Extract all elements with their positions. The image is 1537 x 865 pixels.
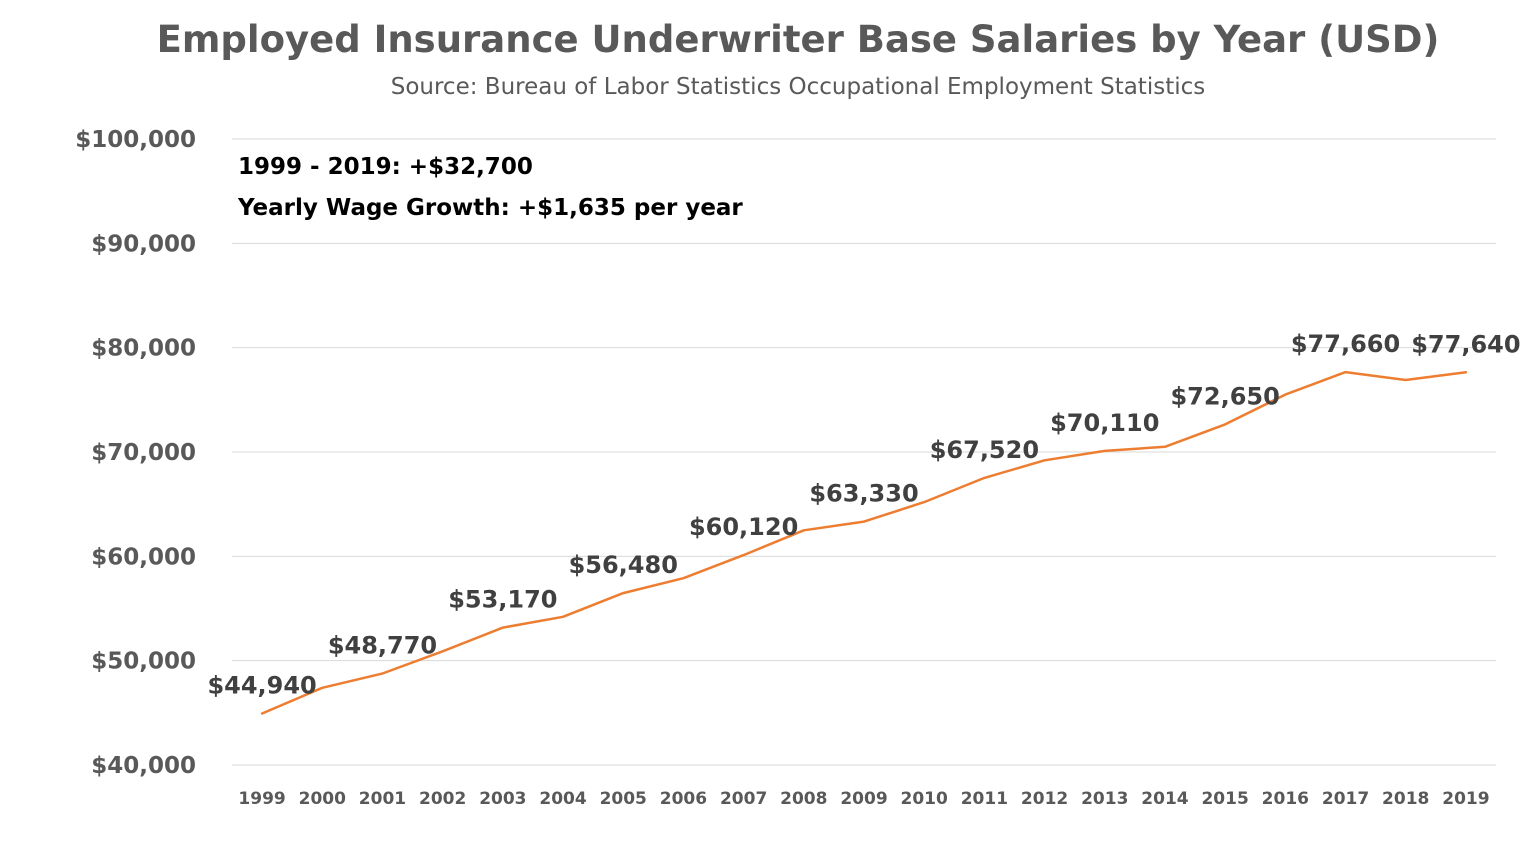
annotation-total-change: 1999 - 2019: +$32,700 [238, 154, 533, 180]
x-axis: 1999 2000 2001 2002 2003 2004 2005 2006 2007 2008… [238, 789, 1489, 809]
x-tick-label: 2001 [359, 789, 406, 809]
x-tick-label: 2009 [840, 789, 887, 809]
chart-title: Employed Insurance Underwriter Base Sala… [157, 18, 1440, 61]
data-label: $53,170 [448, 586, 557, 614]
data-label: $77,660 [1291, 330, 1400, 358]
data-label: $70,110 [1050, 409, 1159, 437]
x-tick-label: 2010 [901, 789, 948, 809]
y-tick-label: $100,000 [75, 127, 196, 153]
x-tick-label: 2004 [539, 789, 586, 809]
annotation-yearly-growth: Yearly Wage Growth: +$1,635 per year [237, 195, 743, 221]
series-line [260, 370, 1468, 715]
data-label: $60,120 [689, 513, 798, 541]
x-tick-label: 2013 [1081, 789, 1128, 809]
x-tick-label: 2007 [720, 789, 767, 809]
x-tick-label: 2018 [1382, 789, 1429, 809]
y-tick-label: $90,000 [91, 231, 196, 257]
x-tick-label: 2002 [419, 789, 466, 809]
series-layer [260, 370, 1468, 715]
x-tick-label: 2003 [479, 789, 526, 809]
x-tick-label: 2015 [1201, 789, 1248, 809]
data-label: $44,940 [207, 671, 316, 699]
x-tick-label: 2014 [1141, 789, 1188, 809]
gridlines [232, 138, 1496, 766]
data-label: $48,770 [328, 631, 437, 659]
data-label: $56,480 [569, 551, 678, 579]
x-tick-label: 1999 [238, 789, 285, 809]
data-label: $67,520 [930, 436, 1039, 464]
chart-subtitle: Source: Bureau of Labor Statistics Occup… [391, 74, 1206, 100]
x-tick-label: 2019 [1442, 789, 1489, 809]
x-tick-label: 2012 [1021, 789, 1068, 809]
y-tick-label: $50,000 [91, 649, 196, 675]
data-label: $63,330 [809, 480, 918, 508]
data-label: $77,640 [1411, 330, 1520, 358]
y-axis: $40,000 $50,000 $60,000 $70,000 $80,000 $90,0… [75, 127, 196, 779]
x-tick-label: 2006 [660, 789, 707, 809]
x-tick-label: 2011 [961, 789, 1008, 809]
y-tick-label: $70,000 [91, 440, 196, 466]
data-labels: $44,940 $48,770 $53,170 $56,480 $60,120 $63,3… [207, 330, 1520, 699]
x-tick-label: 2000 [299, 789, 346, 809]
x-tick-label: 2008 [780, 789, 827, 809]
y-tick-label: $40,000 [91, 753, 196, 779]
y-tick-label: $60,000 [91, 544, 196, 570]
x-tick-label: 2016 [1262, 789, 1309, 809]
data-label: $72,650 [1170, 382, 1279, 410]
x-tick-label: 2005 [600, 789, 647, 809]
y-tick-label: $80,000 [91, 336, 196, 362]
x-tick-label: 2017 [1322, 789, 1369, 809]
